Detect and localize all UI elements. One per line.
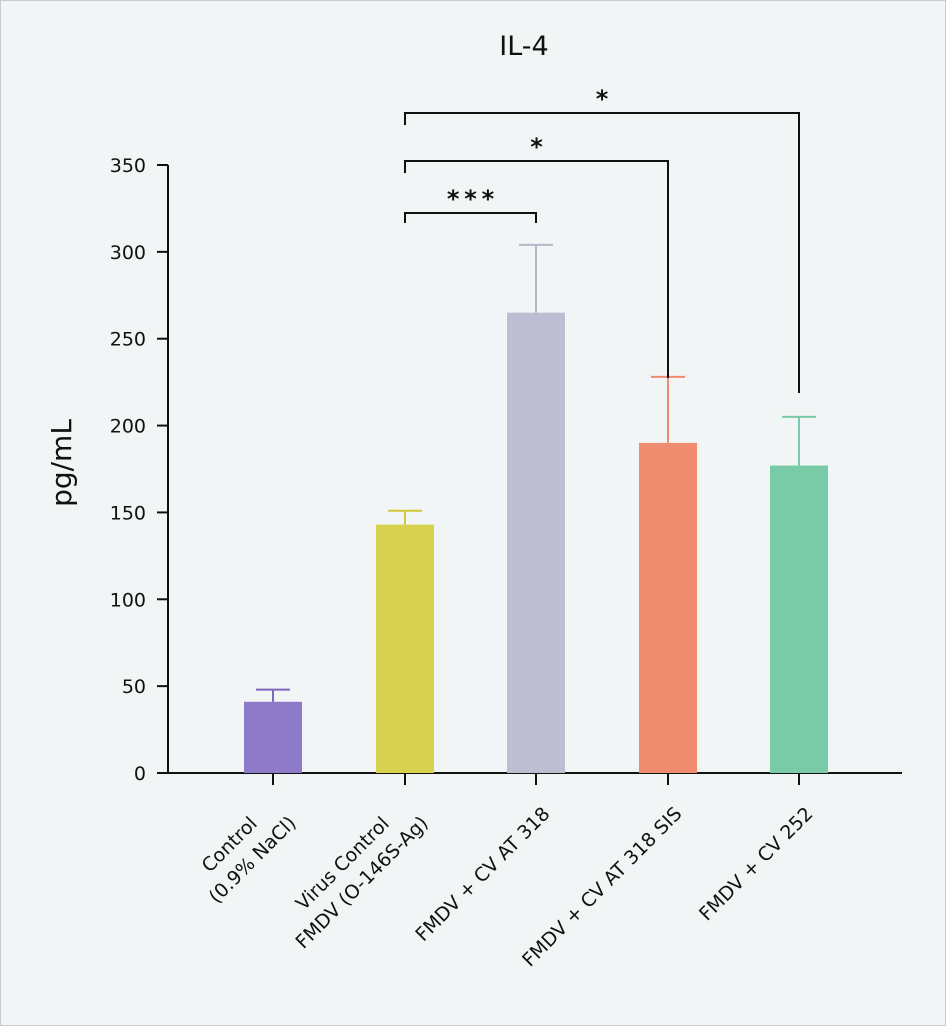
x-category-label-line: FMDV + CV AT 318: [411, 803, 554, 946]
y-axis-label: pg/mL: [45, 419, 78, 507]
x-category-label: Virus ControlFMDV (O-146S-Ag): [272, 793, 432, 953]
significance-bracket: [404, 112, 800, 393]
bar: [376, 524, 434, 773]
significance-bracket: [404, 212, 537, 223]
bar: [244, 701, 302, 773]
x-tick-labels: Control(0.9% NaCl)Virus ControlFMDV (O-1…: [186, 793, 818, 971]
x-category-label: FMDV + CV 252: [695, 803, 817, 925]
y-tick-label: 50: [122, 676, 146, 698]
x-category-label: Control(0.9% NaCl): [186, 793, 301, 908]
y-tick-label: 150: [110, 502, 146, 524]
bars-group: [244, 243, 828, 785]
chart-title: IL-4: [499, 31, 548, 62]
y-tick-label: 200: [110, 416, 146, 438]
significance-bracket: [404, 160, 669, 378]
significance-label: *: [530, 133, 543, 161]
significance-brackets: * * * * *: [404, 85, 800, 393]
x-category-label-line: FMDV + CV 252: [695, 803, 817, 925]
y-tick-label: 350: [110, 155, 146, 177]
significance-label: *: [596, 85, 609, 113]
significance-label: * * *: [447, 185, 495, 213]
bar: [639, 442, 697, 773]
x-category-label: FMDV + CV AT 318: [411, 803, 554, 946]
y-tick-label: 0: [134, 763, 146, 785]
bar: [507, 312, 565, 773]
y-tick-label: 250: [110, 329, 146, 351]
y-tick-label: 300: [110, 242, 146, 264]
bar: [770, 465, 828, 773]
y-tick-label: 100: [110, 589, 146, 611]
